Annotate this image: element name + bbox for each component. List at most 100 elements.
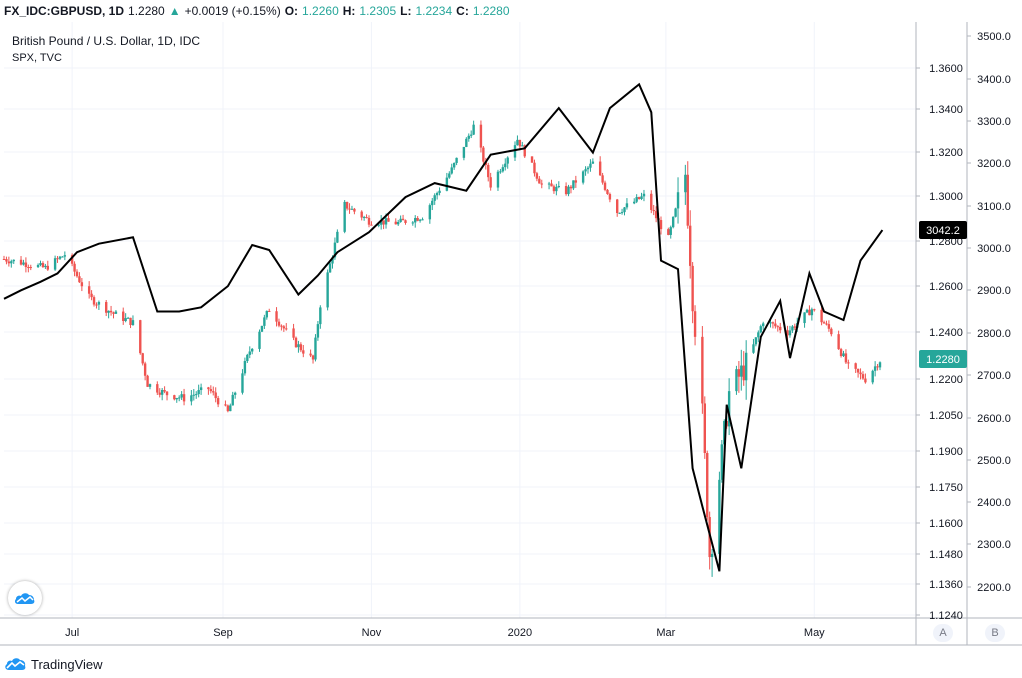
candle-body	[97, 302, 101, 305]
candle-body	[788, 330, 792, 336]
candle-body	[676, 192, 680, 209]
candle-body	[640, 196, 643, 199]
last-price: 1.2280	[128, 4, 165, 18]
candle-body	[416, 218, 419, 221]
spx-tick-label: 3400.0	[977, 74, 1011, 86]
candle-body	[197, 390, 200, 395]
candle-body	[70, 255, 74, 264]
candle-body	[348, 208, 351, 210]
candle-body	[825, 323, 828, 325]
candle-body	[12, 259, 15, 262]
candle-body	[774, 323, 777, 327]
candle-body	[433, 195, 436, 201]
candle-body	[533, 162, 536, 174]
candle-body	[90, 293, 93, 298]
candle-body	[251, 348, 254, 352]
candle-body	[489, 177, 492, 188]
candle-body	[752, 344, 755, 353]
gbpusd-tick-label: 1.3000	[929, 191, 963, 203]
candle-body	[847, 362, 850, 364]
candle-body	[757, 332, 760, 338]
time-tick-label: Sep	[213, 627, 233, 639]
candle-body	[567, 186, 570, 195]
candle-body	[233, 392, 237, 395]
candle-body	[779, 326, 782, 331]
candle-body	[450, 167, 453, 174]
gbpusd-price-axis[interactable]: 1.36001.34001.32001.30001.28001.26001.24…	[916, 63, 963, 622]
gbpusd-tick-label: 1.3200	[929, 147, 963, 159]
candle-body	[367, 217, 371, 225]
candle-body	[873, 366, 877, 371]
candle-body	[557, 186, 560, 188]
candle-body	[180, 394, 183, 398]
candle-body	[791, 326, 794, 331]
candle-body	[633, 201, 636, 204]
time-axis[interactable]: Jul Sep Nov 2020 Mar May	[65, 627, 825, 639]
auto-scale-button[interactable]: A	[933, 624, 953, 642]
footer-brand[interactable]: TradingView	[4, 654, 103, 674]
candle-body	[479, 124, 483, 148]
symbol-label[interactable]: FX_IDC:GBPUSD, 1D	[4, 4, 125, 18]
candle-body	[87, 286, 91, 294]
spx-price-axis[interactable]: 3500.0 3400.0 3300.0 3200.0 3100.0 3000.0 2900…	[967, 31, 1011, 594]
candle-body	[448, 173, 451, 178]
candle-body	[428, 205, 432, 220]
gbpusd-tick-label: 1.1480	[929, 549, 963, 561]
candle-body	[61, 256, 64, 258]
candle-body	[518, 139, 522, 147]
scale-b-button[interactable]: B	[985, 624, 1005, 642]
candle-body	[589, 163, 592, 168]
candle-body	[608, 194, 612, 200]
candle-body	[248, 351, 251, 355]
candle-body	[499, 171, 502, 173]
candle-body	[759, 326, 762, 333]
candle-body	[523, 145, 526, 157]
candle-body	[22, 262, 25, 265]
candle-body	[353, 208, 356, 212]
candle-body	[839, 349, 843, 357]
candle-body	[44, 265, 47, 268]
change-arrow-icon: ▲	[168, 4, 181, 18]
candle-body	[124, 318, 127, 321]
candle-body	[547, 183, 551, 185]
candle-body	[606, 189, 609, 195]
candle-body	[718, 479, 721, 554]
candle-body	[805, 309, 809, 313]
candle-body	[776, 326, 779, 328]
candle-body	[564, 186, 568, 195]
candle-body	[706, 453, 709, 518]
candle-body	[603, 182, 607, 190]
candle-body	[275, 311, 278, 322]
spx-tick-label: 2700.0	[977, 370, 1011, 382]
candle-body	[377, 224, 380, 226]
candle-body	[598, 161, 602, 176]
chart-frame-lines	[0, 22, 1022, 646]
candle-body	[63, 255, 67, 257]
overlay-legend[interactable]: SPX, TVC	[12, 52, 62, 64]
candle-body	[112, 312, 115, 314]
candle-body	[535, 173, 539, 179]
candle-body	[129, 317, 132, 326]
candle-body	[382, 220, 385, 225]
candle-body	[27, 267, 30, 269]
spx-tick-label: 2300.0	[977, 539, 1011, 551]
price-chart[interactable]: 1.36001.34001.32001.30001.28001.26001.24…	[0, 22, 1022, 652]
candle-body	[362, 217, 366, 219]
candle-body	[521, 145, 524, 147]
candle-body	[854, 363, 857, 369]
candle-body	[401, 218, 405, 221]
candle-body	[360, 211, 363, 218]
candle-body	[650, 193, 653, 210]
low-label: L:	[400, 4, 412, 18]
candle-body	[345, 201, 349, 209]
candle-body	[192, 394, 195, 396]
candle-body	[277, 321, 281, 326]
candle-body	[411, 222, 414, 224]
candle-body	[148, 384, 152, 387]
tradingview-logo-icon	[5, 658, 26, 670]
candle-body	[727, 391, 731, 427]
spx-tick-label: 3100.0	[977, 201, 1011, 213]
tradingview-badge[interactable]	[8, 581, 42, 615]
price-change: +0.0019 (+0.15%)	[184, 4, 281, 18]
last-value-badges: 3042.2 1.2280	[919, 221, 967, 368]
